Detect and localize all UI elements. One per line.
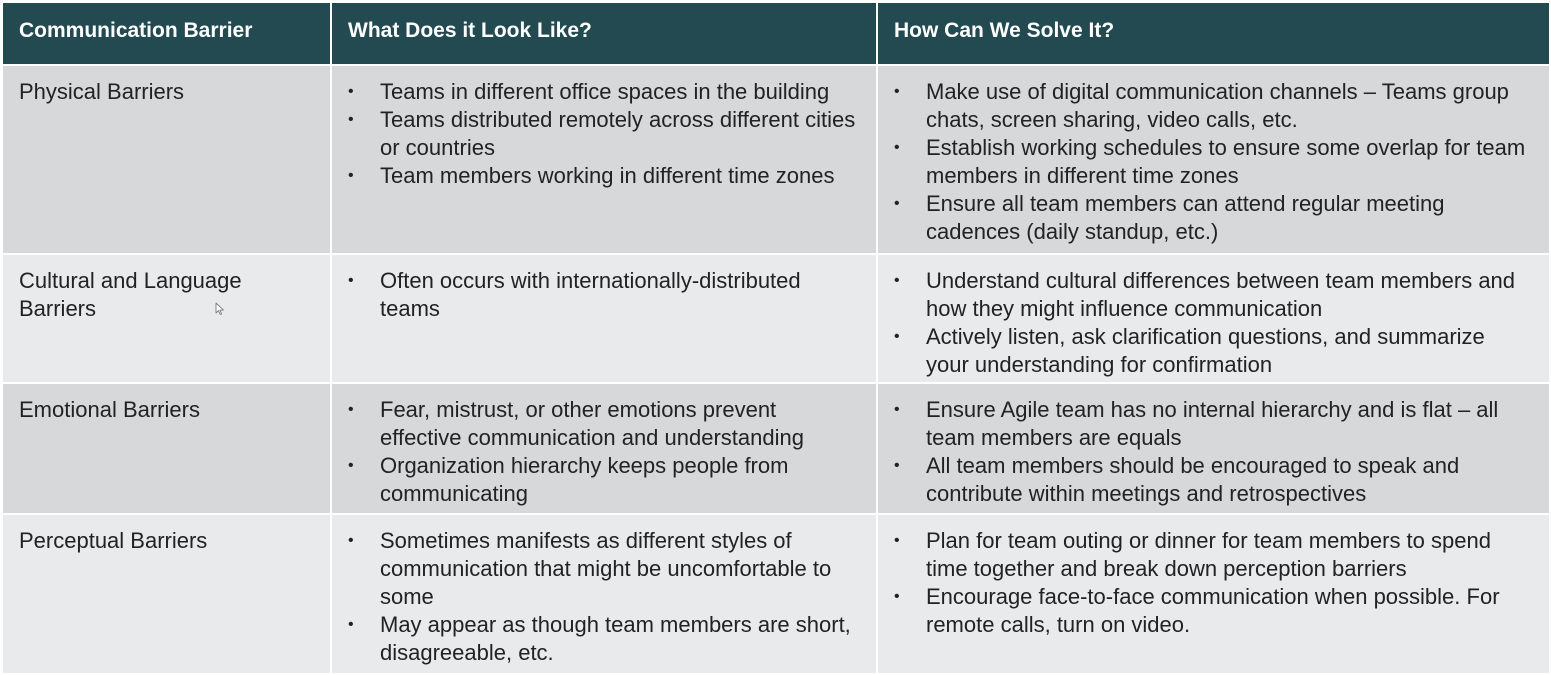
- looks-like-cell: Often occurs with internationally-distri…: [331, 253, 878, 383]
- list-item: Understand cultural differences between …: [894, 267, 1533, 323]
- looks-like-list: Fear, mistrust, or other emotions preven…: [348, 396, 860, 508]
- communication-barriers-table: Communication Barrier What Does it Look …: [3, 3, 1549, 673]
- list-item: Encourage face-to-face communication whe…: [894, 583, 1533, 639]
- looks-like-cell: Sometimes manifests as different styles …: [331, 513, 878, 673]
- solutions-list: Plan for team outing or dinner for team …: [894, 527, 1533, 639]
- list-item: Make use of digital communication channe…: [894, 78, 1533, 134]
- barrier-name-cell: Cultural and Language Barriers: [3, 253, 332, 383]
- looks-like-list: Sometimes manifests as different styles …: [348, 527, 860, 667]
- header-what-does-it-look-like: What Does it Look Like?: [331, 3, 878, 65]
- solutions-cell: Plan for team outing or dinner for team …: [877, 513, 1549, 673]
- list-item: Sometimes manifests as different styles …: [348, 527, 860, 611]
- looks-like-cell: Teams in different office spaces in the …: [331, 64, 878, 254]
- header-communication-barrier: Communication Barrier: [3, 3, 332, 65]
- list-item: Organization hierarchy keeps people from…: [348, 452, 860, 508]
- barrier-name-cell: Physical Barriers: [3, 64, 332, 254]
- list-item: Actively listen, ask clarification quest…: [894, 323, 1533, 379]
- header-how-can-we-solve-it: How Can We Solve It?: [877, 3, 1549, 65]
- solutions-cell: Make use of digital communication channe…: [877, 64, 1549, 254]
- table-row: Cultural and Language Barriers Often occ…: [3, 253, 1549, 383]
- list-item: Teams in different office spaces in the …: [348, 78, 860, 106]
- list-item: Ensure Agile team has no internal hierar…: [894, 396, 1533, 452]
- solutions-cell: Understand cultural differences between …: [877, 253, 1549, 383]
- barriers-table-container: Communication Barrier What Does it Look …: [3, 3, 1549, 673]
- table-header-row: Communication Barrier What Does it Look …: [3, 3, 1549, 65]
- table-row: Physical Barriers Teams in different off…: [3, 64, 1549, 254]
- solutions-cell: Ensure Agile team has no internal hierar…: [877, 382, 1549, 514]
- table-row: Perceptual Barriers Sometimes manifests …: [3, 513, 1549, 673]
- looks-like-list: Teams in different office spaces in the …: [348, 78, 860, 190]
- list-item: Often occurs with internationally-distri…: [348, 267, 860, 323]
- solutions-list: Understand cultural differences between …: [894, 267, 1533, 379]
- barrier-name-cell: Perceptual Barriers: [3, 513, 332, 673]
- list-item: Plan for team outing or dinner for team …: [894, 527, 1533, 583]
- table-row: Emotional Barriers Fear, mistrust, or ot…: [3, 382, 1549, 514]
- list-item: Fear, mistrust, or other emotions preven…: [348, 396, 860, 452]
- looks-like-cell: Fear, mistrust, or other emotions preven…: [331, 382, 878, 514]
- looks-like-list: Often occurs with internationally-distri…: [348, 267, 860, 323]
- list-item: May appear as though team members are sh…: [348, 611, 860, 667]
- barrier-name-cell: Emotional Barriers: [3, 382, 332, 514]
- list-item: Team members working in different time z…: [348, 162, 860, 190]
- solutions-list: Ensure Agile team has no internal hierar…: [894, 396, 1533, 508]
- list-item: Teams distributed remotely across differ…: [348, 106, 860, 162]
- list-item: Establish working schedules to ensure so…: [894, 134, 1533, 190]
- list-item: All team members should be encouraged to…: [894, 452, 1533, 508]
- list-item: Ensure all team members can attend regul…: [894, 190, 1533, 246]
- mouse-pointer-icon: [215, 302, 224, 315]
- solutions-list: Make use of digital communication channe…: [894, 78, 1533, 246]
